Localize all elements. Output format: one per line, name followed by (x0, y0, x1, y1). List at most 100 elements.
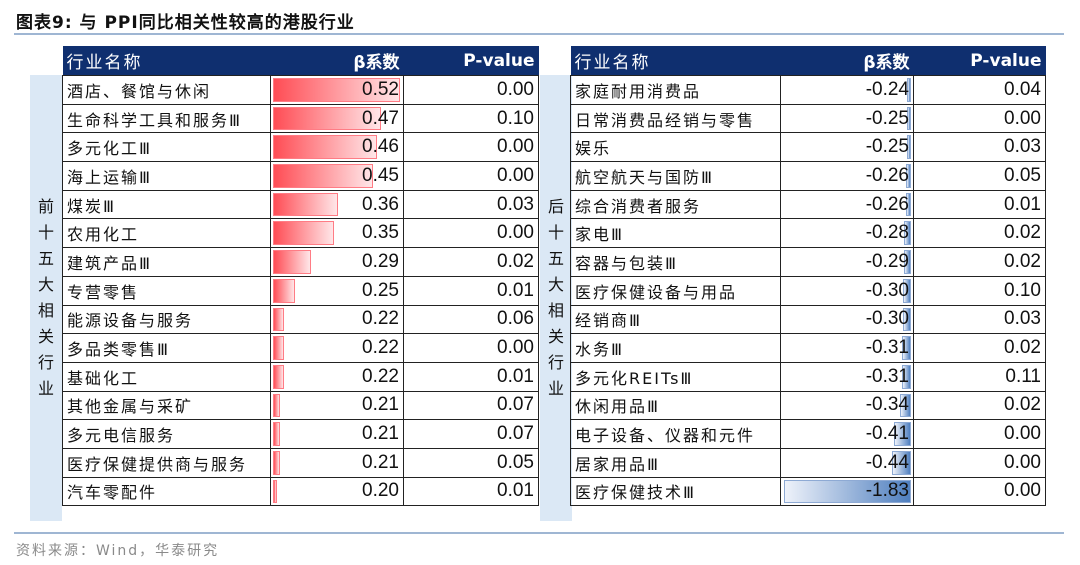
beta-value: 0.20 (362, 480, 399, 502)
beta-cell: -0.26 (780, 189, 914, 220)
beta-cell: 0.22 (270, 304, 404, 335)
beta-cell: 0.20 (270, 476, 404, 507)
industry-name: 医疗保健提供商与服务 (62, 447, 271, 478)
table-row: 多元化REITsⅢ -0.31 0.11 (570, 361, 1046, 392)
group-label-char: 关 (37, 327, 54, 346)
pvalue: 0.07 (403, 419, 539, 449)
pvalue: 0.03 (913, 304, 1046, 335)
beta-value: 0.22 (362, 337, 399, 359)
pvalue: 0.06 (403, 304, 539, 335)
industry-name: 休闲用品Ⅲ (570, 390, 781, 421)
table-row: 经销商Ⅲ -0.30 0.03 (570, 304, 1046, 335)
beta-value: -0.31 (865, 365, 909, 387)
table-row: 水务Ⅲ -0.31 0.02 (570, 333, 1046, 363)
pvalue: 0.01 (403, 476, 539, 507)
beta-bar (902, 336, 911, 360)
table-row: 娱乐 -0.25 0.03 (570, 132, 1046, 163)
beta-value: -0.31 (865, 337, 909, 359)
table-row: 航空航天与国防Ⅲ -0.26 0.05 (570, 161, 1046, 191)
beta-value: -0.26 (865, 193, 909, 215)
beta-bar (902, 307, 911, 332)
beta-bar (273, 106, 381, 131)
right-group-label: 后十五大相关行业 (540, 75, 572, 521)
pvalue: 0.00 (403, 218, 539, 249)
group-label-char: 业 (37, 379, 54, 398)
beta-bar (273, 479, 277, 504)
table-row: 日常消费品经销与零售 -0.25 0.00 (570, 103, 1046, 134)
col-header-beta: β系数 (270, 46, 404, 76)
beta-cell: 0.35 (270, 218, 404, 249)
industry-name: 基础化工 (62, 361, 271, 392)
industry-name: 经销商Ⅲ (570, 304, 781, 335)
beta-bar (902, 364, 911, 389)
beta-bar (273, 450, 280, 475)
table-row: 医疗保健提供商与服务 0.21 0.05 (62, 447, 539, 478)
table-row: 其他金属与采矿 0.21 0.07 (62, 390, 539, 421)
table-row: 酒店、餐馆与休闲 0.52 0.00 (62, 75, 539, 105)
footer-divider (14, 532, 1064, 534)
beta-bar (784, 479, 911, 504)
beta-bar (906, 135, 911, 160)
beta-value: 0.35 (362, 222, 399, 244)
industry-name: 专营零售 (62, 275, 271, 306)
beta-cell: -1.83 (780, 476, 914, 507)
industry-name: 多元电信服务 (62, 419, 271, 449)
group-label-char: 五 (547, 249, 564, 268)
figure-title: 图表9: 与 PPI同比相关性较高的港股行业 (16, 13, 355, 33)
table-row: 能源设备与服务 0.22 0.06 (62, 304, 539, 335)
table-row: 医疗保健设备与用品 -0.30 0.10 (570, 275, 1046, 306)
beta-bar (273, 135, 377, 160)
col-header-beta: β系数 (780, 46, 914, 76)
industry-name: 汽车零配件 (62, 476, 271, 507)
beta-bar (905, 164, 911, 188)
industry-name: 海上运输Ⅲ (62, 161, 271, 191)
group-label-char: 相 (37, 301, 54, 320)
col-header-name: 行业名称 (62, 46, 271, 76)
industry-name: 综合消费者服务 (570, 189, 781, 220)
beta-value: 0.21 (362, 423, 399, 445)
table-row: 建筑产品Ⅲ 0.29 0.02 (62, 247, 539, 277)
pvalue: 0.00 (913, 103, 1046, 134)
beta-cell: 0.21 (270, 447, 404, 478)
beta-cell: 0.52 (270, 75, 404, 105)
beta-cell: 0.29 (270, 247, 404, 277)
beta-bar (273, 307, 284, 332)
group-label-char: 业 (547, 379, 564, 398)
beta-cell: 0.45 (270, 161, 404, 191)
beta-value: -0.34 (865, 394, 909, 416)
beta-bar (273, 164, 373, 188)
beta-cell: -0.30 (780, 275, 914, 306)
table-row: 汽车零配件 0.20 0.01 (62, 476, 539, 507)
group-label-char: 十 (37, 223, 54, 242)
industry-name: 水务Ⅲ (570, 333, 781, 363)
pvalue: 0.02 (913, 390, 1046, 421)
industry-name: 煤炭Ⅲ (62, 189, 271, 220)
table-row: 生命科学工具和服务Ⅲ 0.47 0.10 (62, 103, 539, 134)
pvalue: 0.00 (913, 447, 1046, 478)
group-label-char: 大 (37, 275, 54, 294)
beta-bar (273, 364, 284, 389)
beta-cell: -0.30 (780, 304, 914, 335)
industry-name: 建筑产品Ⅲ (62, 247, 271, 277)
beta-value: 0.25 (362, 279, 399, 301)
beta-value: -1.83 (865, 480, 909, 502)
beta-cell: -0.34 (780, 390, 914, 421)
pvalue: 0.01 (403, 275, 539, 306)
table-row: 休闲用品Ⅲ -0.34 0.02 (570, 390, 1046, 421)
pvalue: 0.10 (913, 275, 1046, 306)
beta-bar (894, 422, 911, 446)
beta-cell: 0.47 (270, 103, 404, 134)
beta-value: 0.36 (362, 193, 399, 215)
table-row: 多元化工Ⅲ 0.46 0.00 (62, 132, 539, 163)
industry-name: 家庭耐用消费品 (570, 75, 781, 105)
beta-bar (273, 221, 334, 246)
group-label-char: 五 (37, 249, 54, 268)
group-label-char: 行 (547, 353, 564, 372)
beta-bar (899, 393, 911, 418)
beta-cell: -0.24 (780, 75, 914, 105)
table-row: 电子设备、仪器和元件 -0.41 0.00 (570, 419, 1046, 449)
beta-bar (891, 450, 911, 475)
beta-cell: -0.44 (780, 447, 914, 478)
table-row: 基础化工 0.22 0.01 (62, 361, 539, 392)
beta-bar (273, 192, 338, 217)
